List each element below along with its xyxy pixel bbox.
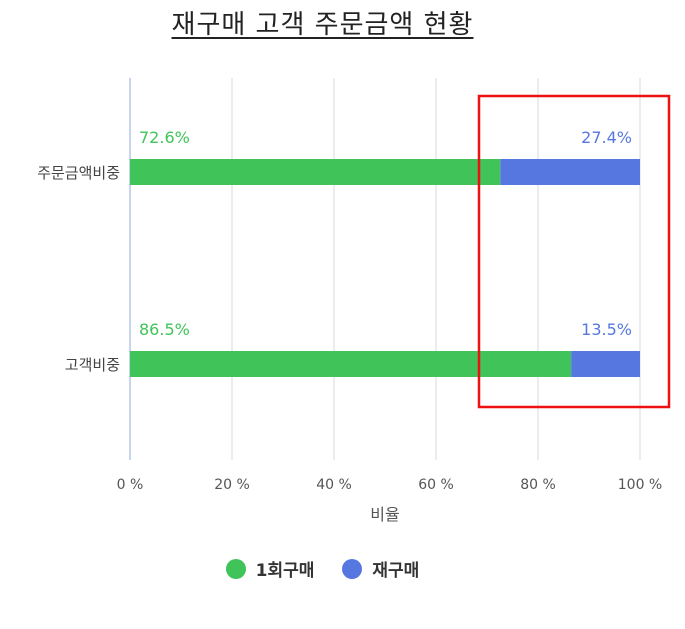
x-tick-label: 0 % xyxy=(117,477,144,493)
legend-item-series-1[interactable]: 1회구매 xyxy=(225,556,315,581)
bar-segment xyxy=(571,351,640,377)
y-category-label: 고객비중 xyxy=(65,356,120,374)
data-label: 72.6% xyxy=(139,128,190,147)
data-label: 13.5% xyxy=(581,320,632,339)
x-tick-label: 40 % xyxy=(316,477,352,493)
legend: 1회구매 재구매 xyxy=(0,556,645,581)
y-category-label: 주문금액비중 xyxy=(37,164,120,182)
bar-segment xyxy=(130,351,572,377)
legend-marker-series-2 xyxy=(342,558,363,579)
x-axis-label: 비율 xyxy=(370,505,399,524)
x-tick-label: 60 % xyxy=(418,477,454,493)
legend-item-series-2[interactable]: 재구매 xyxy=(342,556,419,581)
data-label: 27.4% xyxy=(581,128,632,147)
legend-label-series-2: 재구매 xyxy=(372,561,420,581)
chart-title-text: 재구매 고객 주문금액 현황 xyxy=(171,10,474,40)
x-tick-label: 20 % xyxy=(214,477,250,493)
bar-segment xyxy=(130,159,501,185)
highlight-box xyxy=(477,94,671,409)
bar-segment xyxy=(500,159,640,185)
legend-label-series-1: 1회구매 xyxy=(255,561,315,581)
chart-title: 재구매 고객 주문금액 현황 xyxy=(0,4,645,41)
x-tick-label: 100 % xyxy=(618,477,662,493)
legend-marker-series-1 xyxy=(225,558,246,579)
x-tick-label: 80 % xyxy=(520,477,556,493)
data-label: 86.5% xyxy=(139,320,190,339)
